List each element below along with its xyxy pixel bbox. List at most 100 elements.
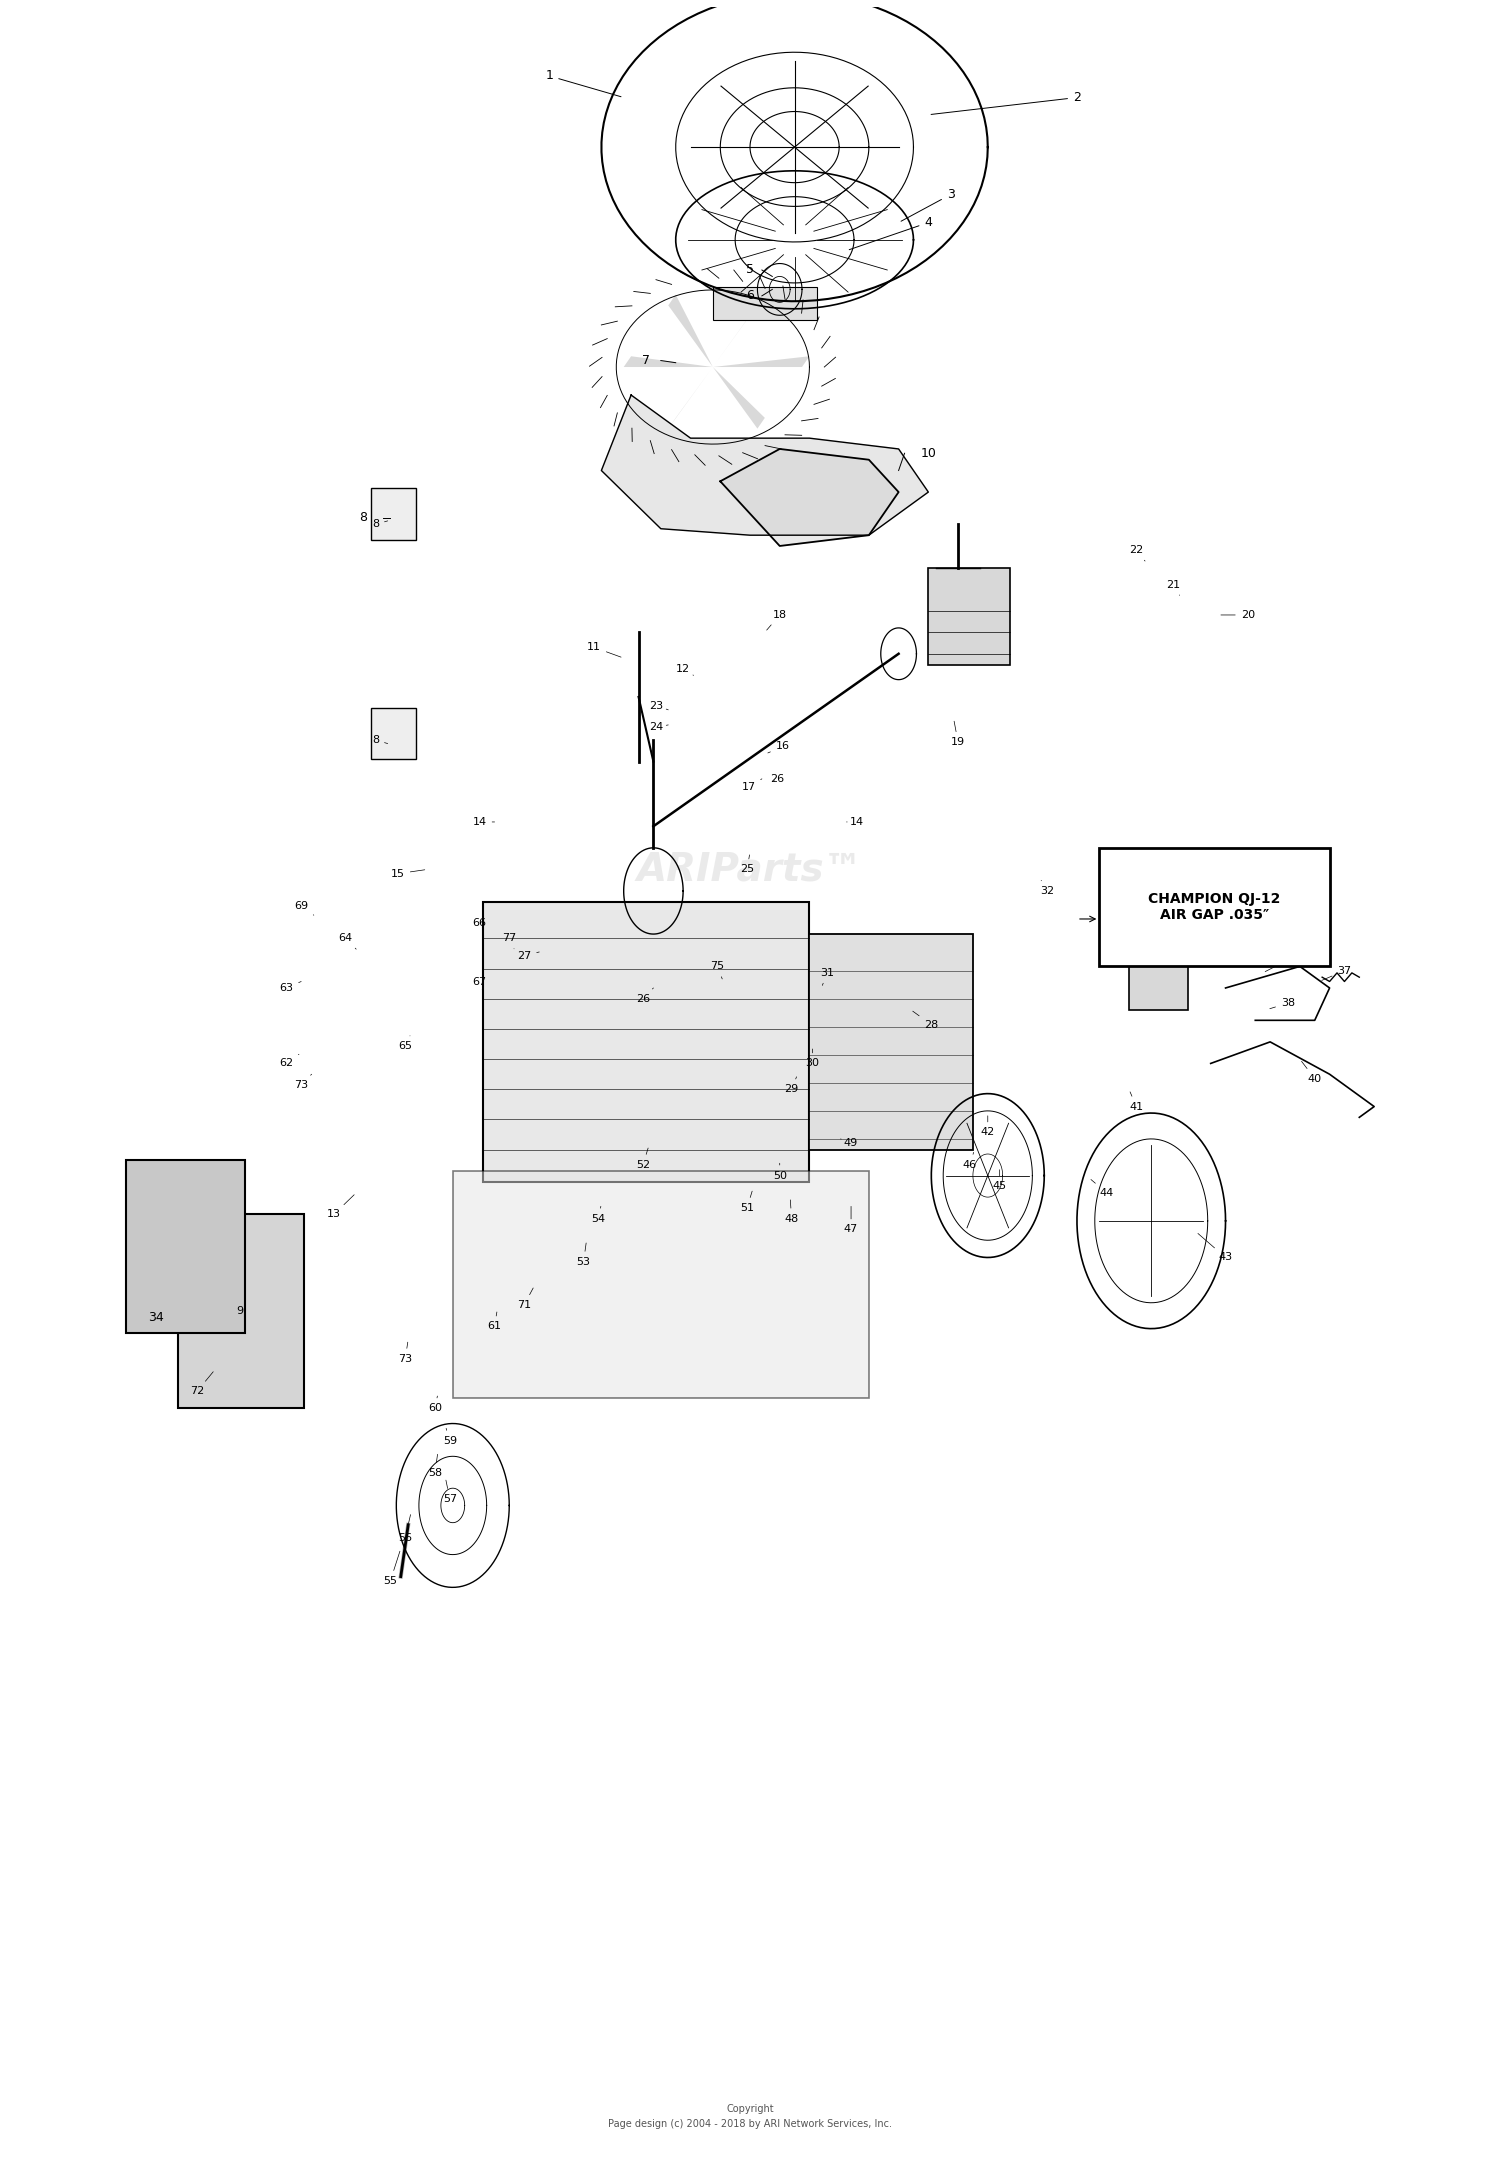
Text: 1: 1 xyxy=(546,69,621,98)
Text: 62: 62 xyxy=(279,1055,298,1068)
Text: 65: 65 xyxy=(398,1035,412,1050)
Text: 57: 57 xyxy=(442,1480,458,1504)
Text: 66: 66 xyxy=(472,918,486,933)
Text: 21: 21 xyxy=(1167,579,1180,595)
Text: 7: 7 xyxy=(642,354,650,367)
Text: 31: 31 xyxy=(821,968,834,985)
Text: 71: 71 xyxy=(518,1289,532,1311)
Text: 8: 8 xyxy=(372,736,387,744)
Text: 30: 30 xyxy=(806,1048,819,1068)
Text: 26: 26 xyxy=(770,775,784,783)
Polygon shape xyxy=(669,295,712,367)
Text: 36: 36 xyxy=(1264,955,1294,972)
Text: 13: 13 xyxy=(327,1196,354,1220)
Text: 25: 25 xyxy=(740,855,754,875)
Text: 61: 61 xyxy=(488,1313,501,1332)
Text: 19: 19 xyxy=(951,720,964,746)
Text: Copyright: Copyright xyxy=(726,2105,774,2114)
Text: 55: 55 xyxy=(384,1552,400,1586)
Text: 51: 51 xyxy=(740,1191,754,1213)
Bar xyxy=(810,933,974,1150)
Text: 12: 12 xyxy=(676,664,693,675)
Text: 18: 18 xyxy=(766,610,788,629)
Text: 10: 10 xyxy=(921,447,936,460)
Text: 64: 64 xyxy=(339,933,356,948)
Text: 33: 33 xyxy=(1118,885,1131,909)
Text: 73: 73 xyxy=(398,1343,412,1363)
Text: 3: 3 xyxy=(902,189,954,221)
Text: 23: 23 xyxy=(650,701,669,710)
Text: 22: 22 xyxy=(1130,545,1144,562)
Bar xyxy=(483,903,810,1183)
Text: 41: 41 xyxy=(1130,1092,1143,1111)
Polygon shape xyxy=(602,395,928,536)
Text: 17: 17 xyxy=(741,779,762,792)
Text: 58: 58 xyxy=(427,1454,442,1478)
Polygon shape xyxy=(720,449,898,547)
Text: 2: 2 xyxy=(932,91,1082,115)
Text: 14: 14 xyxy=(472,816,495,827)
Text: 40: 40 xyxy=(1302,1061,1322,1083)
Text: 75: 75 xyxy=(710,961,724,979)
Text: 48: 48 xyxy=(784,1200,798,1224)
Text: 49: 49 xyxy=(840,1139,858,1148)
Bar xyxy=(928,569,1010,664)
Text: 74: 74 xyxy=(1185,940,1209,966)
Text: 54: 54 xyxy=(591,1207,606,1224)
Polygon shape xyxy=(624,356,712,367)
Text: 67: 67 xyxy=(472,976,486,990)
Text: 59: 59 xyxy=(442,1428,458,1445)
Text: 16: 16 xyxy=(768,742,789,753)
Text: 29: 29 xyxy=(784,1076,798,1094)
Polygon shape xyxy=(712,367,765,430)
Polygon shape xyxy=(669,367,712,430)
Text: 72: 72 xyxy=(190,1371,213,1395)
Text: 27: 27 xyxy=(518,950,538,961)
Text: 15: 15 xyxy=(392,868,424,879)
Text: 47: 47 xyxy=(844,1207,858,1235)
Text: 69: 69 xyxy=(294,901,314,916)
Text: 60: 60 xyxy=(427,1395,442,1413)
Text: 9: 9 xyxy=(237,1306,244,1317)
Text: 28: 28 xyxy=(914,1011,939,1029)
Text: 6: 6 xyxy=(746,289,754,302)
Bar xyxy=(126,1161,244,1332)
Text: Page design (c) 2004 - 2018 by ARI Network Services, Inc.: Page design (c) 2004 - 2018 by ARI Netwo… xyxy=(608,2120,892,2129)
Text: 45: 45 xyxy=(993,1170,1006,1191)
Text: CHAMPION QJ-12
AIR GAP .035″: CHAMPION QJ-12 AIR GAP .035″ xyxy=(1148,892,1281,922)
Bar xyxy=(1130,892,1188,1009)
Text: 5: 5 xyxy=(746,263,754,276)
Text: 37: 37 xyxy=(1322,966,1352,981)
Bar xyxy=(453,1172,868,1397)
Text: 73: 73 xyxy=(294,1074,312,1089)
Text: 24: 24 xyxy=(650,723,669,731)
Text: 8: 8 xyxy=(360,512,368,525)
Bar xyxy=(712,286,818,319)
Text: 4: 4 xyxy=(849,217,933,250)
Text: 43: 43 xyxy=(1198,1233,1233,1263)
Text: 46: 46 xyxy=(963,1152,976,1170)
Text: 35: 35 xyxy=(1160,924,1173,944)
Bar xyxy=(178,1215,304,1408)
Bar xyxy=(370,488,416,540)
Polygon shape xyxy=(712,295,765,367)
Text: 52: 52 xyxy=(636,1148,650,1170)
Text: 20: 20 xyxy=(1221,610,1256,621)
Text: 14: 14 xyxy=(846,816,864,827)
Text: 53: 53 xyxy=(576,1243,591,1267)
Text: 8: 8 xyxy=(372,519,387,529)
Polygon shape xyxy=(712,356,810,367)
Text: 42: 42 xyxy=(981,1115,994,1137)
Text: 11: 11 xyxy=(586,642,621,658)
FancyBboxPatch shape xyxy=(1100,848,1329,966)
Text: 50: 50 xyxy=(772,1163,786,1180)
Text: 38: 38 xyxy=(1270,998,1294,1009)
Text: 34: 34 xyxy=(147,1311,164,1324)
Text: ARIParts™: ARIParts™ xyxy=(636,851,864,888)
Bar xyxy=(370,707,416,760)
Text: 32: 32 xyxy=(1040,881,1054,896)
Text: 26: 26 xyxy=(636,987,654,1005)
Text: 56: 56 xyxy=(398,1515,412,1543)
Text: 44: 44 xyxy=(1090,1180,1114,1198)
Text: 63: 63 xyxy=(279,981,302,994)
